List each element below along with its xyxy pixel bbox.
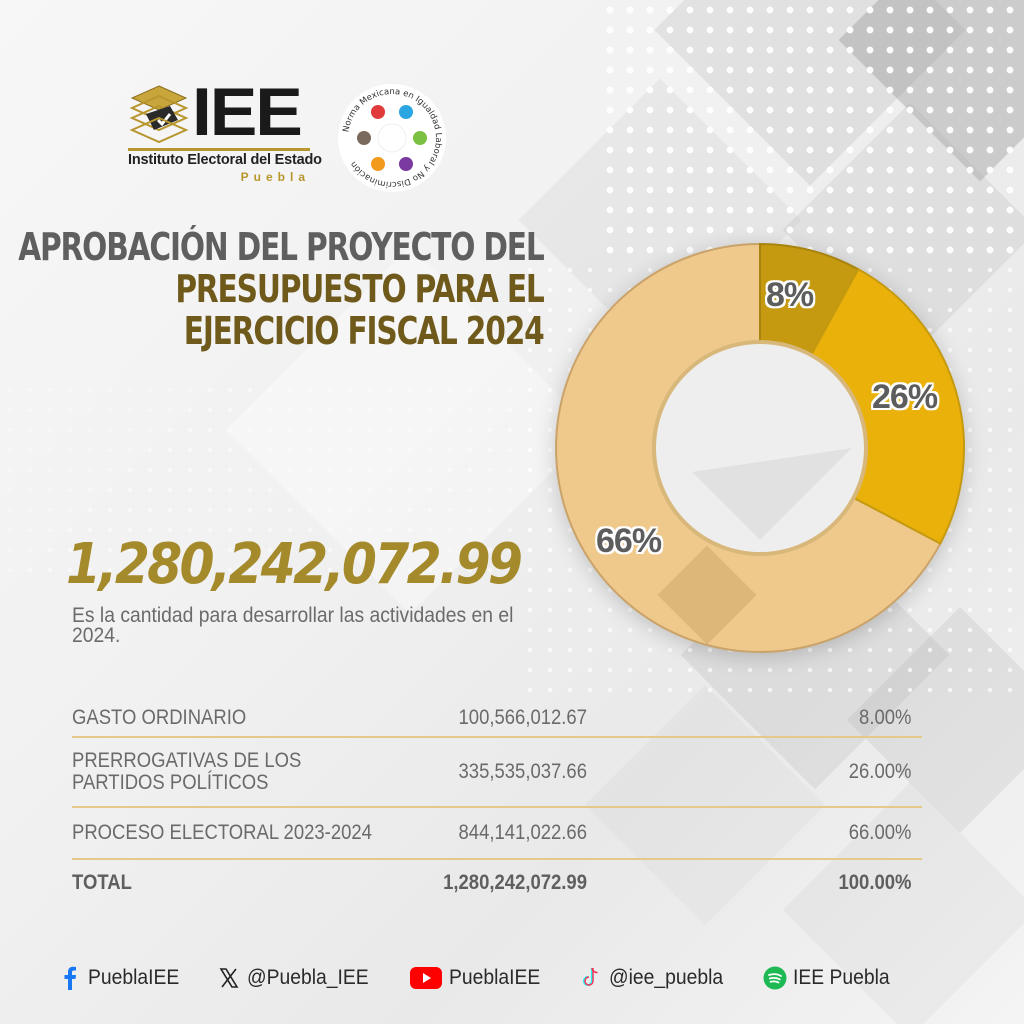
total-percent: 100.00% (838, 871, 912, 894)
row-label: PRERROGATIVAS DE LOS PARTIDOS POLÍTICOS (72, 750, 371, 794)
youtube-icon (409, 966, 443, 990)
x-icon (217, 966, 241, 990)
page-title: APROBACIÓN DEL PROYECTO DEL PRESUPUESTO … (0, 225, 546, 353)
logo-city: Puebla (240, 170, 310, 184)
row-label: PROCESO ELECTORAL 2023-2024 (72, 821, 372, 844)
table-row: PRERROGATIVAS DE LOS PARTIDOS POLÍTICOS … (72, 738, 922, 808)
tiktok-icon (579, 966, 603, 990)
ballot-box-icon (129, 85, 189, 144)
table-row: PROCESO ELECTORAL 2023-2024 844,141,022.… (72, 808, 922, 860)
row-label: GASTO ORDINARIO (72, 706, 247, 729)
pct-label-prerrogativas: 26% (872, 378, 938, 416)
title-line-1: APROBACIÓN DEL PROYECTO DEL (18, 225, 546, 269)
social-x[interactable]: @Puebla_IEE (217, 966, 379, 990)
facebook-icon (58, 966, 82, 990)
spotify-handle: IEE Puebla (792, 966, 890, 989)
social-facebook[interactable]: PueblaIEE (58, 966, 187, 990)
total-amount: 1,280,242,072.99 (443, 871, 587, 894)
total-amount-highlight: 1,280,242,072.99 (66, 532, 523, 597)
social-tiktok[interactable]: @iee_puebla (579, 966, 733, 990)
budget-donut-chart: 8% 26% 66% (552, 240, 968, 656)
total-label: TOTAL (72, 871, 132, 894)
title-line-2: PRESUPUESTO PARA EL (175, 267, 545, 311)
table-total-row: TOTAL 1,280,242,072.99 100.00% (72, 860, 922, 906)
row-label-line-2: PARTIDOS POLÍTICOS (72, 771, 269, 794)
people-circle-icon (357, 105, 427, 171)
iee-logo: IEE Instituto Electoral del Estado Puebl… (128, 74, 322, 184)
social-youtube[interactable]: PueblaIEE (409, 966, 548, 990)
budget-table: GASTO ORDINARIO 100,566,012.67 8.00% PRE… (72, 700, 922, 906)
row-amount: 335,535,037.66 (458, 760, 587, 783)
x-handle: @Puebla_IEE (247, 966, 369, 989)
title-line-3: EJERCICIO FISCAL 2024 (184, 309, 545, 353)
amount-description: Es la cantidad para desarrollar las acti… (72, 604, 514, 647)
pct-label-gasto-ordinario: 8% (766, 276, 814, 314)
social-links: PueblaIEE @Puebla_IEE PueblaIEE @iee_pue… (58, 962, 928, 994)
row-label-line-1: PRERROGATIVAS DE LOS (72, 749, 302, 772)
youtube-handle: PueblaIEE (449, 966, 541, 989)
logo-divider (128, 148, 310, 151)
logo-acronym: IEE (192, 74, 303, 150)
social-spotify[interactable]: IEE Puebla (763, 966, 898, 990)
row-amount: 100,566,012.67 (458, 706, 587, 729)
row-percent: 66.00% (848, 821, 912, 844)
logo-institution-name: Instituto Electoral del Estado (128, 152, 322, 168)
table-row: GASTO ORDINARIO 100,566,012.67 8.00% (72, 700, 922, 738)
spotify-icon (763, 966, 787, 990)
row-amount: 844,141,022.66 (458, 821, 587, 844)
tiktok-handle: @iee_puebla (608, 966, 723, 989)
row-percent: 26.00% (848, 760, 912, 783)
row-percent: 8.00% (859, 706, 912, 729)
facebook-handle: PueblaIEE (88, 966, 180, 989)
pct-label-proceso-electoral: 66% (596, 522, 662, 560)
equality-certification-logo: Norma Mexicana en Igualdad Laboral y No … (336, 82, 448, 194)
